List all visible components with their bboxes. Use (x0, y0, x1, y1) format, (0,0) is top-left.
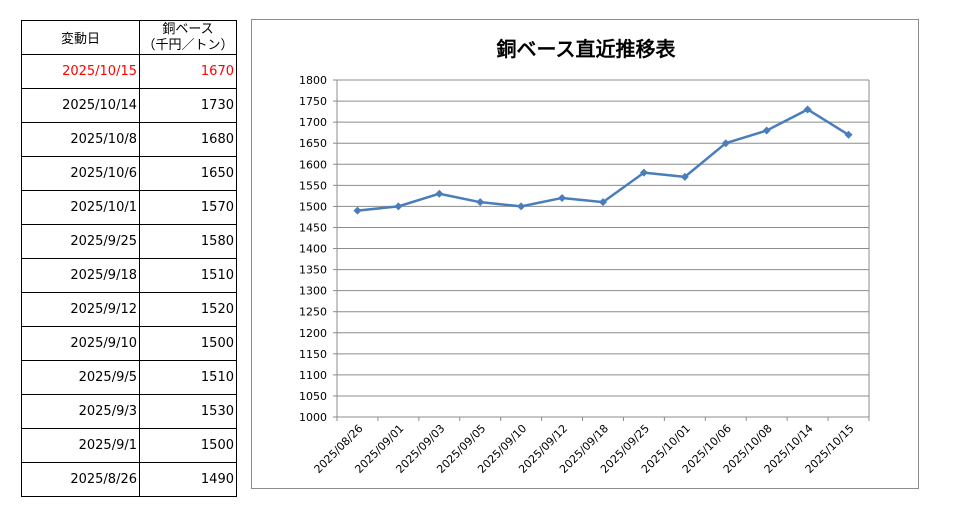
y-tick-label: 1300 (299, 285, 327, 298)
data-point (721, 139, 730, 148)
y-tick-label: 1050 (299, 390, 327, 403)
table-row: 2025/10/14 1730 (21, 88, 237, 123)
row-price: 1510 (139, 258, 237, 293)
row-date: 2025/9/18 (21, 258, 140, 293)
table-row: 2025/9/18 1510 (21, 258, 237, 293)
row-date: 2025/9/10 (21, 326, 140, 361)
row-date: 2025/9/5 (21, 360, 140, 395)
row-price: 1490 (139, 462, 237, 497)
data-point (599, 198, 607, 207)
table-row: 2025/10/6 1650 (21, 156, 237, 191)
header-price-line1: 銅ベース (162, 21, 214, 37)
row-date: 2025/10/6 (21, 156, 140, 191)
line-chart: 銅ベース直近推移表 1000 1050 1100 1150 1200 1250 1300 135… (299, 37, 870, 476)
y-tick-label: 1000 (299, 411, 327, 424)
row-date: 2025/9/12 (21, 292, 140, 327)
data-point (517, 202, 526, 211)
row-date: 2025/10/1 (21, 190, 140, 225)
y-tick-label: 1250 (299, 306, 327, 319)
row-price: 1570 (139, 190, 237, 225)
row-price: 1730 (139, 88, 237, 123)
y-tick-label: 1550 (299, 179, 327, 192)
table-row: 2025/9/25 1580 (21, 224, 237, 259)
table-header-row: 変動日 銅ベース （千円／トン） (21, 20, 237, 55)
table-row: 2025/10/8 1680 (21, 122, 237, 157)
price-table: 変動日 銅ベース （千円／トン） 2025/10/15 1670 2025/10/1… (21, 20, 237, 497)
data-point (639, 168, 648, 177)
row-price: 1500 (139, 428, 237, 463)
data-point (762, 126, 771, 135)
data-point (680, 172, 689, 181)
table-row: 2025/9/3 1530 (21, 394, 237, 429)
data-point (394, 202, 403, 211)
row-price: 1520 (139, 292, 237, 327)
y-tick-label: 1200 (299, 327, 327, 340)
row-price: 1670 (139, 54, 237, 89)
row-price: 1680 (139, 122, 237, 157)
table-body: 2025/10/15 1670 2025/10/14 1730 2025/10/8 168… (21, 54, 237, 497)
table-row: 2025/9/12 1520 (21, 292, 237, 327)
y-tick-label: 1600 (299, 158, 327, 171)
y-tick-label: 1500 (299, 200, 327, 213)
row-date: 2025/9/1 (21, 428, 140, 463)
data-point (803, 105, 812, 114)
row-date: 2025/10/8 (21, 122, 140, 157)
data-point (844, 130, 853, 139)
table-row: 2025/10/1 1570 (21, 190, 237, 225)
table-row: 2025/9/10 1500 (21, 326, 237, 361)
y-tick-label: 1400 (299, 243, 327, 256)
data-point (476, 198, 485, 207)
data-point (353, 206, 362, 215)
row-date: 2025/8/26 (21, 462, 140, 497)
table-row: 2025/10/15 1670 (21, 54, 237, 89)
y-tick-label: 1350 (299, 264, 327, 277)
y-tick-label: 1450 (299, 221, 327, 234)
row-date: 2025/9/3 (21, 394, 140, 429)
row-price: 1580 (139, 224, 237, 259)
data-point (435, 189, 444, 198)
row-price: 1530 (139, 394, 237, 429)
row-date: 2025/10/15 (21, 54, 140, 89)
row-price: 1500 (139, 326, 237, 361)
y-tick-label: 1650 (299, 137, 327, 150)
y-tick-label: 1700 (299, 116, 327, 129)
chart-title: 銅ベース直近推移表 (497, 37, 677, 61)
row-date: 2025/9/25 (21, 224, 140, 259)
y-tick-label: 1150 (299, 348, 327, 361)
table-row: 2025/9/1 1500 (21, 428, 237, 463)
y-tick-label: 1800 (299, 74, 327, 87)
y-tick-label: 1750 (299, 95, 327, 108)
header-price-line2: （千円／トン） (142, 37, 234, 53)
table-row: 2025/8/26 1490 (21, 462, 237, 497)
chart-area: 銅ベース直近推移表 1000 1050 1100 1150 1200 1250 1300 135… (251, 19, 919, 489)
y-tick-label: 1100 (299, 369, 327, 382)
data-point (558, 193, 567, 202)
table-row: 2025/9/5 1510 (21, 360, 237, 395)
row-date: 2025/10/14 (21, 88, 140, 123)
row-price: 1510 (139, 360, 237, 395)
series-line (357, 108, 850, 212)
header-price: 銅ベース （千円／トン） (139, 20, 237, 55)
row-price: 1650 (139, 156, 237, 191)
header-date: 変動日 (21, 20, 140, 55)
